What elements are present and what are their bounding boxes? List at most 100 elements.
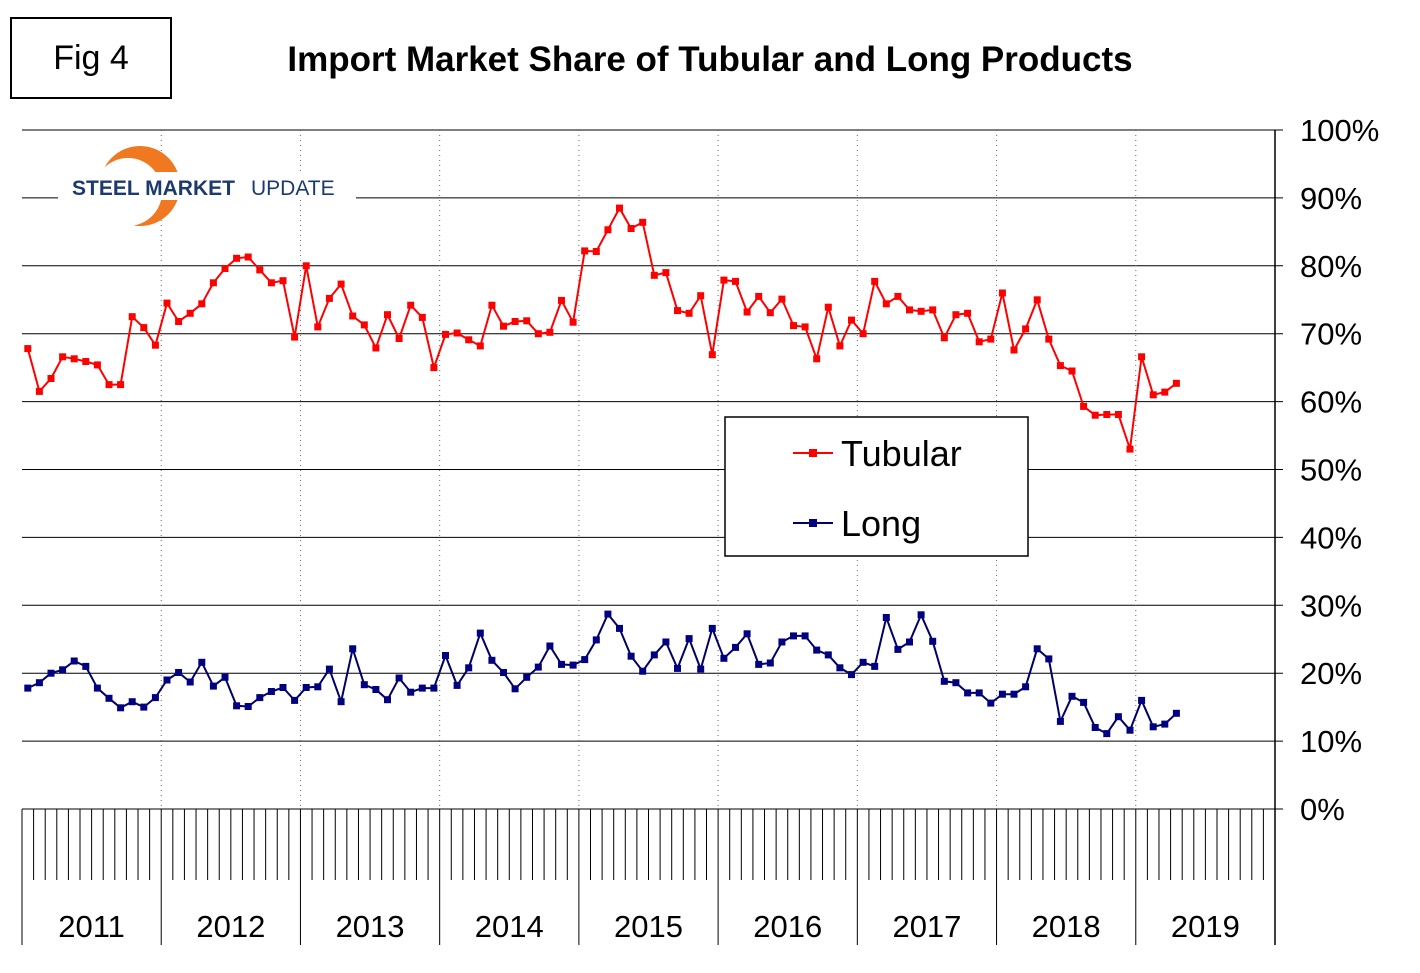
data-point-tubular [732, 277, 739, 285]
data-point-long [256, 694, 264, 702]
series-lines [24, 204, 1180, 738]
data-point-long [500, 669, 507, 676]
data-point-long [975, 689, 983, 697]
data-point-tubular [523, 317, 531, 325]
data-point-long [325, 665, 333, 673]
data-point-tubular [1068, 367, 1076, 375]
data-point-tubular [848, 316, 855, 324]
data-point-tubular [720, 276, 728, 284]
legend-item-tubular: Tubular [793, 433, 962, 474]
data-point-tubular [987, 335, 995, 343]
legend-tubular-label: Tubular [841, 433, 962, 474]
legend-tubular-marker [809, 449, 817, 457]
data-point-long [291, 696, 299, 704]
logo-swoosh-icon [58, 146, 356, 226]
data-point-long [581, 656, 589, 664]
data-point-tubular [302, 262, 310, 270]
x-year-label: 2012 [196, 909, 265, 944]
data-point-long [1103, 730, 1111, 738]
data-point-tubular [616, 204, 623, 212]
data-point-tubular [209, 279, 217, 287]
data-point-long [766, 659, 774, 667]
data-point-tubular [534, 330, 542, 338]
data-point-long [604, 610, 612, 618]
data-point-tubular [175, 318, 183, 325]
data-point-long [1091, 724, 1099, 731]
data-point-long [616, 624, 623, 632]
data-point-long [929, 637, 937, 645]
data-point-tubular [233, 254, 241, 262]
data-point-tubular [558, 296, 565, 304]
data-point-tubular [743, 308, 751, 316]
data-point-tubular [325, 294, 333, 302]
data-point-tubular [778, 295, 786, 303]
data-point-tubular [1091, 411, 1099, 419]
data-point-long [743, 630, 751, 638]
series-line-long [27, 612, 1178, 735]
data-point-tubular [1103, 411, 1111, 418]
data-point-long [407, 688, 415, 696]
data-point-long [349, 645, 357, 653]
data-point-long [755, 660, 763, 668]
data-point-tubular [372, 344, 380, 352]
y-tick-label: 100% [1300, 113, 1379, 148]
data-point-tubular [511, 318, 519, 325]
data-point-tubular [929, 306, 937, 314]
data-point-long [987, 699, 995, 707]
y-tick-label: 20% [1300, 656, 1362, 691]
data-point-tubular [1114, 411, 1122, 418]
data-point-long [151, 694, 159, 702]
data-point-long [360, 681, 368, 689]
data-point-long [1068, 692, 1076, 700]
data-point-tubular [894, 292, 902, 300]
y-tick-label: 50% [1300, 453, 1362, 488]
data-point-long [859, 658, 867, 666]
data-point-long [998, 690, 1006, 698]
data-point-long [372, 686, 380, 693]
data-point-tubular [1045, 335, 1053, 343]
y-tick-label: 90% [1300, 181, 1362, 216]
y-tick-label: 10% [1300, 724, 1362, 759]
data-point-long [442, 652, 449, 659]
data-point-tubular [859, 330, 867, 338]
data-point-tubular [604, 226, 612, 234]
data-point-tubular [1080, 402, 1088, 410]
data-point-tubular [244, 253, 252, 261]
figure-label-text: Fig 4 [53, 38, 129, 77]
data-point-tubular [813, 355, 821, 363]
data-point-tubular [453, 329, 461, 337]
data-point-tubular [82, 358, 90, 365]
data-point-tubular [639, 218, 647, 226]
data-point-tubular [836, 342, 844, 350]
data-point-tubular [592, 248, 600, 255]
legend-long-label: Long [841, 503, 921, 544]
data-point-long [871, 662, 879, 670]
data-point-long [558, 660, 565, 668]
data-point-long [639, 667, 647, 675]
data-point-tubular [627, 225, 635, 232]
data-point-tubular [117, 381, 125, 389]
data-point-tubular [488, 301, 496, 309]
series-line-tubular [26, 206, 1178, 450]
data-point-long [894, 645, 902, 653]
data-point-long [395, 674, 403, 682]
data-point-long [24, 684, 32, 692]
data-point-long [47, 669, 55, 677]
data-point-long [384, 696, 391, 704]
data-point-long [93, 684, 101, 692]
data-point-long [70, 657, 78, 665]
data-point-long [128, 698, 136, 706]
data-point-tubular [314, 323, 322, 331]
data-point-long [314, 683, 322, 691]
data-point-long [186, 678, 194, 686]
data-point-long [453, 681, 461, 689]
data-point-tubular [128, 313, 136, 321]
data-point-long [824, 651, 832, 659]
data-point-tubular [685, 309, 693, 317]
data-point-long [534, 663, 542, 671]
figure-label: Fig 4 [10, 17, 172, 99]
data-point-long [82, 662, 90, 670]
data-point-tubular [221, 265, 229, 272]
y-tick-label: 60% [1300, 385, 1362, 420]
data-point-long [523, 673, 531, 681]
